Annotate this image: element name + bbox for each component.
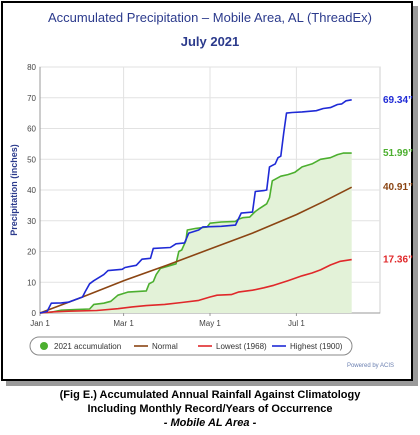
- series-line: [39, 152, 352, 314]
- y-tick-label: 0: [32, 309, 37, 318]
- powered-by-text: Powered by ACIS: [347, 363, 394, 369]
- end-value-label: 51.99”: [383, 148, 413, 159]
- series-line: [39, 99, 352, 314]
- legend-item-label: Highest (1900): [290, 342, 343, 351]
- series-line: [39, 186, 353, 314]
- y-tick-label: 10: [27, 278, 36, 287]
- x-tick-label: Mar 1: [113, 319, 134, 328]
- legend-item-label: Lowest (1968): [216, 342, 267, 351]
- caption-line-3: - Mobile AL Area -: [163, 417, 257, 429]
- plot-area: 0 10 20 30 40 50 60 70 80 Jan 1 Mar 1 May 1 Jul 1 51.…: [27, 63, 413, 328]
- end-value-label: 17.36”: [383, 255, 413, 266]
- y-tick-label: 70: [27, 94, 36, 103]
- y-axis-label: Precipitation (inches): [9, 144, 19, 236]
- legend-box: [29, 336, 353, 356]
- chart-svg: Accumulated Precipitation – Mobile Area,…: [9, 10, 413, 369]
- x-tick-label: Jan 1: [30, 319, 50, 328]
- y-tick-label: 30: [27, 217, 36, 226]
- series-line: [39, 258, 352, 314]
- chart-title: Accumulated Precipitation – Mobile Area,…: [48, 10, 372, 25]
- end-value-label: 40.91”: [383, 182, 413, 193]
- legend: 2021 accumulation Normal Lowest (1968) High…: [29, 336, 353, 356]
- caption-line-1: (Fig E.) Accumulated Annual Rainfall Aga…: [59, 389, 361, 401]
- y-tick-label: 60: [27, 125, 36, 134]
- legend-item-label: 2021 accumulation: [54, 342, 121, 351]
- chart-subtitle: July 2021: [181, 34, 240, 49]
- y-tick-label: 80: [27, 63, 36, 72]
- area-fill-2021: [40, 153, 352, 313]
- y-tick-label: 20: [27, 248, 36, 257]
- end-value-label: 69.34”: [383, 95, 413, 106]
- x-tick-label: Jul 1: [288, 319, 305, 328]
- x-tick-label: May 1: [199, 319, 221, 328]
- y-tick-label: 50: [27, 155, 36, 164]
- legend-item-label: Normal: [152, 342, 178, 351]
- caption-line-2: Including Monthly Record/Years of Occurr…: [87, 403, 333, 415]
- legend-marker: [40, 342, 48, 350]
- y-tick-label: 40: [27, 186, 36, 195]
- figure-caption: (Fig E.) Accumulated Annual Rainfall Aga…: [0, 388, 420, 430]
